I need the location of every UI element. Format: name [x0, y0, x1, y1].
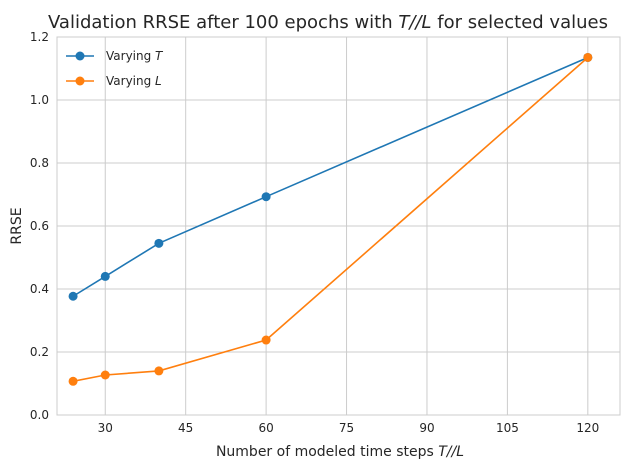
x-tick-label: 120: [576, 421, 599, 435]
series-line-varying-t: [72, 56, 589, 297]
data-point-varying-t: [68, 291, 78, 301]
x-tick-label: 60: [258, 421, 273, 435]
x-tick-label: 45: [178, 421, 193, 435]
legend-marker-varying-l: [75, 76, 85, 86]
series-varying-l: [68, 52, 593, 386]
series-layer: [68, 52, 593, 386]
series-varying-t: [68, 52, 593, 301]
data-point-varying-l: [261, 335, 271, 345]
data-point-varying-l: [100, 370, 110, 380]
x-axis-label: Number of modeled time steps T//L: [216, 444, 464, 460]
plot-area-frame: [56, 36, 621, 416]
data-point-varying-t: [261, 192, 271, 202]
series-line-varying-l: [72, 56, 589, 383]
data-point-varying-l: [583, 52, 593, 62]
y-tick-label: 0.8: [30, 156, 49, 170]
y-tick-label: 0.4: [30, 282, 49, 296]
legend-label-varying-l: Varying L: [106, 74, 162, 88]
grid: [57, 36, 620, 416]
y-axis-ticks: 0.0 0.2 0.4 0.6 0.8 1.0 1.2: [30, 30, 49, 422]
y-axis-label: RRSE: [9, 207, 25, 244]
chart-title: Validation RRSE after 100 epochs with T/…: [48, 12, 608, 33]
x-tick-label: 30: [98, 421, 113, 435]
legend-marker-varying-t: [75, 51, 85, 61]
data-point-varying-t: [100, 271, 110, 281]
y-tick-label: 0.2: [30, 345, 49, 359]
x-tick-label: 90: [419, 421, 434, 435]
y-tick-label: 0.6: [30, 219, 49, 233]
data-point-varying-t: [154, 238, 164, 248]
x-axis-ticks: 30 45 60 75 90 105 120: [98, 421, 600, 435]
legend: Varying T Varying L: [66, 49, 164, 88]
x-tick-label: 75: [339, 421, 354, 435]
y-tick-label: 1.2: [30, 30, 49, 44]
data-point-varying-l: [68, 376, 78, 386]
x-tick-label: 105: [496, 421, 519, 435]
legend-label-varying-t: Varying T: [106, 49, 164, 63]
y-tick-label: 0.0: [30, 408, 49, 422]
y-tick-label: 1.0: [30, 93, 49, 107]
data-point-varying-l: [154, 366, 164, 376]
